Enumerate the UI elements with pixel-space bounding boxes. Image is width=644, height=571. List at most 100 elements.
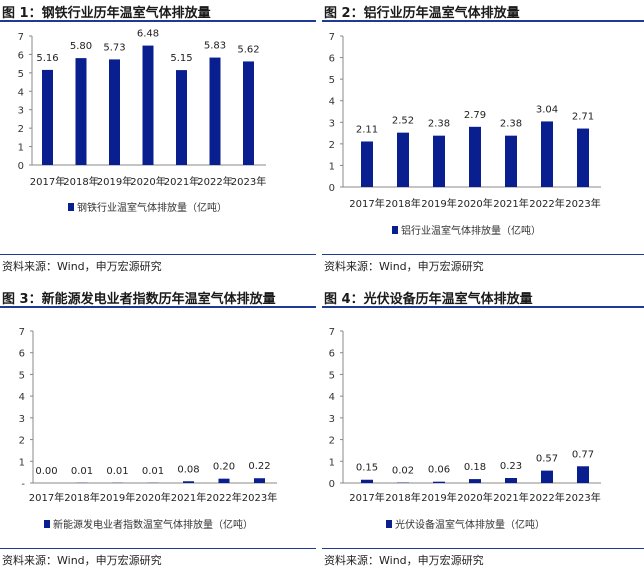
bar: [577, 128, 589, 187]
x-tick-label: 2020年: [457, 491, 492, 504]
data-label: 0.01: [71, 466, 93, 477]
bar: [142, 45, 154, 165]
y-tick-label: 4: [18, 87, 24, 98]
data-label: 5.80: [70, 41, 92, 52]
data-label: 5.83: [204, 41, 226, 52]
data-label: 0.20: [213, 462, 235, 473]
data-label: 2.38: [428, 119, 450, 130]
data-label: 0.57: [536, 454, 558, 465]
legend-swatch: [392, 226, 398, 234]
bar-chart-aluminum: 0 1 2 3 4 5 6 7 2.11 2017年 2.52 2018年 2.38 2019年 2.79 2…: [329, 32, 601, 237]
bar: [433, 135, 445, 187]
x-tick-label: 2022年: [529, 491, 564, 504]
bar: [75, 58, 87, 165]
x-tick-label: 2019年: [97, 175, 132, 188]
x-tick-label: 2017年: [30, 175, 65, 188]
chart-panel-steel: 图 1：钢铁行业历年温室气体排放量 0 1 2 3 4 5 6 7 5.16 2017年 5.80 2…: [0, 0, 322, 285]
bar: [433, 481, 445, 483]
x-tick-label: 2021年: [493, 197, 528, 210]
data-label: 5.15: [170, 53, 192, 64]
legend-label: 铝行业温室气体排放量（亿吨）: [401, 224, 541, 237]
y-tick-label: 0: [18, 161, 24, 172]
x-tick-label: 2017年: [29, 491, 64, 504]
y-tick-label: 6: [18, 50, 24, 61]
y-tick-label: 7: [329, 327, 335, 338]
x-tick-label: 2022年: [529, 197, 564, 210]
bar-chart-steel: 0 1 2 3 4 5 6 7 5.16 2017年 5.80 2018年 5.73 2019年 6.48 2…: [18, 29, 267, 214]
y-tick-label: 3: [329, 414, 335, 425]
y-tick-label: -: [21, 479, 25, 490]
chart-panel-aluminum: 图 2：铝行业历年温室气体排放量 0 1 2 3 4 5 6 7 2.11 2017年 2.52 20…: [322, 0, 644, 285]
y-tick-label: 3: [18, 106, 24, 117]
y-tick-label: 1: [18, 143, 24, 154]
chart-panel-pv-equipment: 图 4：光伏设备历年温室气体排放量 0 1 2 3 4 5 6 7 0.15 2017年 0.02 2…: [322, 286, 644, 571]
x-tick-label: 2019年: [100, 491, 135, 504]
data-label: 6.48: [137, 29, 159, 40]
bar: [176, 70, 187, 165]
x-tick-label: 2023年: [565, 491, 600, 504]
legend-label: 新能源发电业者指数温室气体排放量（亿吨）: [53, 518, 253, 531]
y-tick-label: 4: [329, 97, 335, 108]
bar: [541, 470, 553, 483]
data-label: 0.00: [35, 466, 57, 477]
bar: [577, 466, 589, 483]
x-tick-label: 2023年: [231, 175, 266, 188]
source-rule: [0, 254, 316, 255]
y-tick-label: 2: [19, 436, 25, 447]
bar: [218, 478, 230, 483]
y-tick-label: 0: [329, 479, 335, 490]
x-tick-label: 2018年: [63, 175, 98, 188]
legend-swatch: [68, 203, 74, 211]
y-tick-label: 2: [18, 124, 24, 135]
y-tick-label: 6: [329, 349, 335, 360]
y-tick-label: 7: [329, 32, 335, 43]
x-tick-label: 2019年: [421, 491, 456, 504]
x-tick-label: 2021年: [171, 491, 206, 504]
y-tick-label: 5: [19, 370, 25, 381]
chart-title: 图 1：钢铁行业历年温室气体排放量: [2, 6, 211, 21]
data-label: 0.01: [142, 466, 164, 477]
source-note: 资料来源：Wind，申万宏源研究: [2, 260, 162, 273]
data-label: 0.22: [248, 461, 270, 472]
bar: [109, 59, 120, 166]
x-tick-label: 2022年: [197, 175, 232, 188]
y-tick-label: 1: [19, 457, 25, 468]
data-label: 0.23: [500, 461, 522, 472]
source-rule: [322, 254, 644, 255]
bar: [505, 478, 517, 483]
data-label: 0.01: [106, 466, 128, 477]
data-label: 5.73: [103, 42, 125, 53]
x-tick-label: 2023年: [242, 491, 277, 504]
title-rule: [322, 306, 644, 308]
bar: [469, 479, 481, 483]
data-label: 0.77: [572, 449, 594, 460]
x-tick-label: 2022年: [206, 491, 241, 504]
legend-label: 钢铁行业温室气体排放量（亿吨）: [77, 201, 227, 214]
y-tick-label: 7: [19, 327, 25, 338]
bar: [254, 478, 265, 483]
y-tick-label: 5: [18, 69, 24, 80]
title-rule: [322, 20, 644, 22]
data-label: 0.18: [464, 462, 486, 473]
data-label: 2.79: [464, 110, 486, 121]
title-rule: [0, 20, 316, 22]
x-tick-label: 2023年: [565, 197, 600, 210]
bar: [183, 481, 194, 483]
bar: [505, 135, 517, 187]
y-tick-label: 4: [329, 392, 335, 403]
y-tick-label: 1: [329, 457, 335, 468]
y-tick-label: 2: [329, 140, 335, 151]
x-tick-label: 2021年: [493, 491, 528, 504]
data-label: 3.04: [536, 104, 558, 115]
data-label: 2.71: [572, 112, 594, 123]
source-note: 资料来源：Wind，申万宏源研究: [324, 260, 484, 273]
legend-label: 光伏设备温室气体排放量（亿吨）: [395, 518, 545, 531]
y-tick-label: 1: [329, 161, 335, 172]
y-tick-label: 2: [329, 436, 335, 447]
x-tick-label: 2020年: [457, 197, 492, 210]
chart-panel-new-energy: 图 3：新能源发电业者指数历年温室气体排放量 - 1 2 3 4 5 6 7 0.00 2017年…: [0, 286, 322, 571]
y-tick-label: 0: [329, 183, 335, 194]
y-tick-label: 5: [329, 370, 335, 381]
bar: [243, 61, 254, 165]
bar: [541, 121, 553, 187]
